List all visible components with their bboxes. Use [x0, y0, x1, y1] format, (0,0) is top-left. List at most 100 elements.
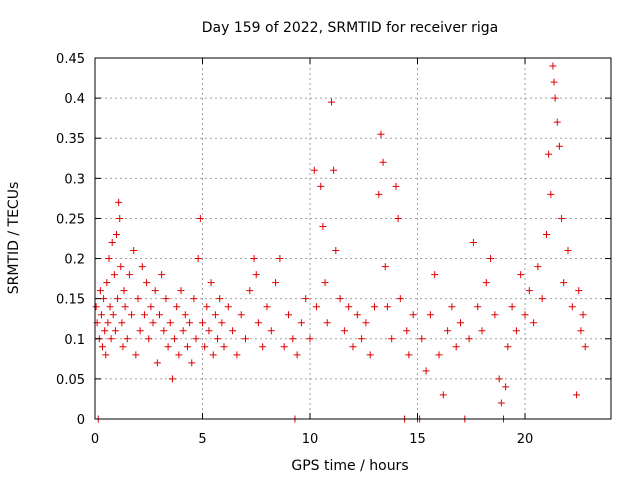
data-point: [111, 327, 119, 335]
data-point: [310, 166, 318, 174]
data-point: [394, 214, 402, 222]
data-point: [558, 214, 566, 222]
data-point: [345, 303, 353, 311]
data-point: [110, 271, 118, 279]
data-point: [147, 303, 155, 311]
data-point: [422, 367, 430, 375]
data-point: [543, 230, 550, 238]
data-point: [177, 287, 185, 295]
data-point: [452, 343, 460, 351]
data-point: [246, 287, 254, 295]
data-points: [92, 62, 589, 423]
data-point: [116, 214, 124, 222]
x-tick-label: 5: [198, 432, 206, 447]
data-point: [564, 247, 572, 255]
data-point: [104, 319, 112, 327]
data-point: [366, 351, 374, 359]
data-point: [201, 343, 209, 351]
data-point: [156, 311, 163, 319]
data-point: [250, 255, 258, 263]
data-point: [330, 166, 338, 174]
data-point: [478, 327, 486, 335]
data-point: [254, 319, 262, 327]
data-point: [158, 271, 166, 279]
data-point: [444, 327, 452, 335]
data-point: [101, 327, 109, 335]
data-point: [113, 230, 120, 238]
data-point: [323, 319, 331, 327]
data-point: [119, 343, 127, 351]
data-point: [306, 335, 314, 343]
data-point: [100, 295, 108, 303]
data-point: [114, 295, 122, 303]
data-point: [293, 351, 301, 359]
data-point: [115, 198, 123, 206]
data-point: [173, 303, 181, 311]
data-point: [136, 327, 144, 335]
data-point: [145, 335, 153, 343]
data-point: [272, 279, 280, 287]
data-point: [242, 335, 249, 343]
data-point: [545, 150, 553, 158]
data-point: [358, 335, 366, 343]
data-point: [121, 303, 129, 311]
data-point: [118, 319, 126, 327]
data-point: [186, 319, 194, 327]
y-tick-label: 0.3: [64, 172, 85, 187]
grid-layer: [95, 58, 611, 419]
data-point: [214, 335, 222, 343]
data-point: [497, 399, 505, 407]
data-point: [134, 295, 142, 303]
data-point: [550, 78, 558, 86]
data-point: [99, 343, 107, 351]
data-point: [575, 287, 583, 295]
data-point: [362, 319, 370, 327]
data-point: [160, 327, 168, 335]
data-point: [328, 98, 335, 106]
data-point: [175, 351, 183, 359]
x-axis-label: GPS time / hours: [291, 458, 408, 474]
y-tick-label: 0.35: [56, 132, 85, 147]
data-point: [405, 351, 413, 359]
data-point: [105, 255, 113, 263]
data-point: [534, 263, 542, 271]
data-point: [263, 303, 271, 311]
x-tick-labels: 0 5 10 15 20: [91, 432, 533, 447]
data-point: [218, 319, 226, 327]
data-point: [549, 62, 557, 70]
data-point: [465, 335, 473, 343]
y-tick-label: 0.4: [64, 92, 85, 107]
data-point: [418, 335, 426, 343]
chart-title: Day 159 of 2022, SRMTID for receiver rig…: [202, 20, 499, 36]
data-point: [188, 359, 196, 367]
data-point: [220, 343, 228, 351]
data-point: [128, 311, 136, 319]
data-point: [216, 295, 224, 303]
data-point: [504, 343, 512, 351]
data-point: [381, 263, 389, 271]
y-tick-label: 0.25: [56, 212, 85, 227]
data-point: [317, 182, 325, 190]
data-point: [164, 343, 172, 351]
x-tick-label: 0: [91, 432, 99, 447]
data-point: [403, 327, 411, 335]
data-point: [581, 343, 589, 351]
data-point: [553, 118, 561, 126]
data-point: [209, 351, 217, 359]
data-point: [551, 94, 559, 102]
data-point: [203, 303, 211, 311]
data-point: [103, 279, 111, 287]
data-point: [435, 351, 443, 359]
data-point: [285, 311, 292, 319]
plot-frame: [94, 57, 612, 420]
data-point: [190, 295, 198, 303]
data-point: [353, 311, 361, 319]
data-point: [502, 383, 510, 391]
data-point: [96, 287, 104, 295]
data-point: [482, 279, 490, 287]
data-point: [168, 375, 176, 383]
data-point: [192, 335, 200, 343]
data-point: [319, 222, 327, 230]
data-point: [123, 335, 131, 343]
data-point: [439, 391, 447, 399]
